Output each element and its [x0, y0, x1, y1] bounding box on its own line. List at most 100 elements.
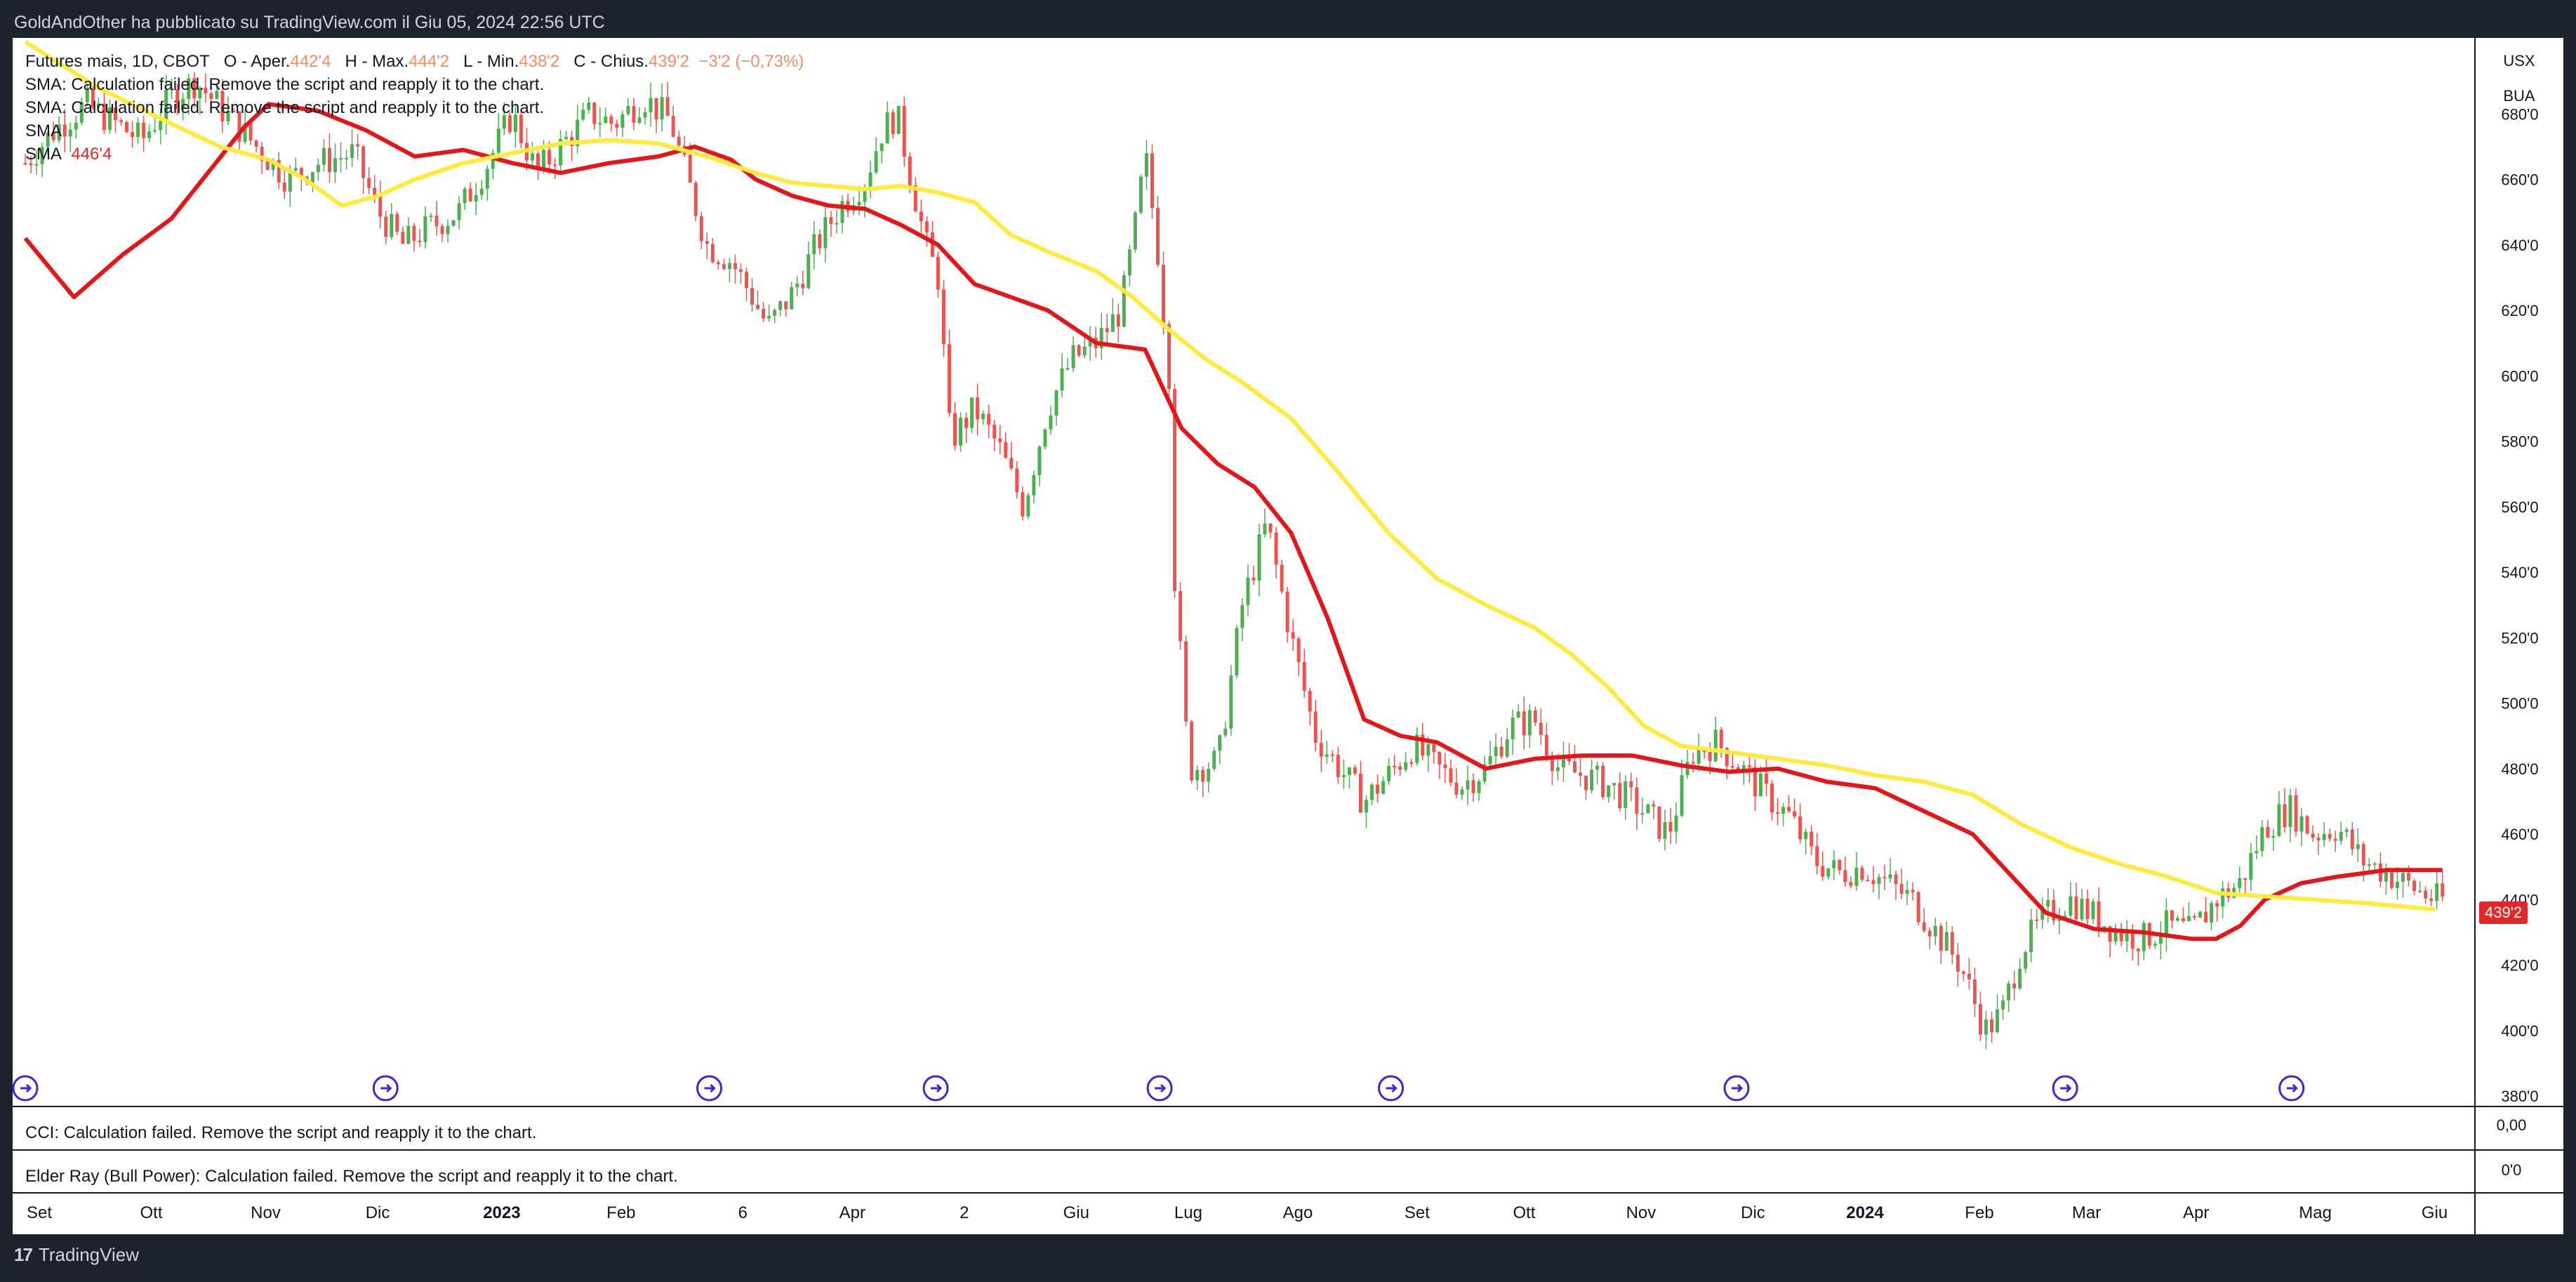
y-tick-label: 640'0: [2501, 237, 2538, 254]
candle-body: [131, 132, 135, 137]
candle-body: [1663, 821, 1667, 839]
candle-body: [1319, 743, 1323, 757]
candle-body: [1302, 661, 1306, 692]
candle-body: [1810, 831, 1814, 847]
candle-body: [293, 168, 298, 171]
candle-body: [468, 188, 472, 201]
candle-body: [896, 106, 901, 134]
cci-pane-label[interactable]: CCI: Calculation failed. Remove the scri…: [25, 1123, 537, 1142]
currency-label[interactable]: USX: [2503, 52, 2535, 70]
candle-body: [1376, 784, 1380, 794]
sma-legend-3[interactable]: SMA: [25, 121, 62, 141]
x-tick-label: Apr: [839, 1203, 865, 1222]
candle-body: [1849, 882, 1853, 886]
candle-body: [2333, 838, 2337, 841]
candle-body: [310, 172, 314, 183]
candle-body: [479, 188, 484, 195]
x-tick-label: Dic: [1741, 1203, 1765, 1222]
candle-body: [1944, 932, 1948, 951]
candle-body: [1590, 769, 1594, 791]
x-tick-label: Feb: [1965, 1203, 1994, 1222]
candle-body: [299, 168, 303, 177]
candle-body: [716, 262, 720, 265]
candle-body: [795, 284, 799, 288]
candle-body: [1753, 767, 1757, 797]
tradingview-logo[interactable]: 17 TradingView: [14, 1244, 139, 1266]
sma-legend-4[interactable]: SMA 446'4: [25, 145, 112, 164]
candle-body: [423, 216, 427, 242]
x-tick-label: 2: [960, 1203, 969, 1222]
candle-body: [1229, 675, 1233, 729]
candle-body: [1421, 734, 1425, 756]
candle-body: [345, 157, 349, 159]
candle-body: [1223, 728, 1228, 736]
candle-body: [1387, 765, 1391, 781]
candle-body: [649, 98, 653, 112]
x-tick-label: Ott: [140, 1203, 163, 1222]
candle-body: [840, 201, 844, 223]
candle-body: [762, 308, 766, 319]
candle-body: [119, 120, 123, 122]
y-tick-label: 480'0: [2501, 760, 2538, 778]
candle-body: [818, 234, 822, 249]
candle-body: [350, 144, 354, 158]
y-tick-label: 420'0: [2501, 957, 2538, 974]
sma-red-line[interactable]: [23, 102, 2443, 941]
elder-ray-pane-label[interactable]: Elder Ray (Bull Power): Calculation fail…: [25, 1167, 678, 1186]
candle-body: [124, 121, 128, 133]
candle-body: [2186, 916, 2191, 922]
candle-body: [1026, 495, 1030, 517]
candle-body: [164, 89, 168, 121]
candle-body: [378, 194, 383, 217]
sma-legend-2[interactable]: SMA: Calculation failed. Remove the scri…: [25, 98, 545, 117]
candle-body: [1584, 775, 1588, 791]
sma-yellow-line[interactable]: [24, 40, 2436, 912]
candle-body: [710, 244, 715, 263]
candle-body: [85, 88, 89, 103]
sma-legend-1[interactable]: SMA: Calculation failed. Remove the scri…: [25, 75, 545, 94]
last-price-tag: 439'2: [2479, 901, 2528, 924]
candle-body: [451, 220, 456, 226]
candle-body: [1184, 641, 1188, 722]
candle-body: [981, 414, 985, 420]
price-chart[interactable]: 680'0660'0640'0620'0600'0580'0560'0540'0…: [13, 38, 2563, 1234]
candle-body: [62, 124, 67, 137]
candle-body: [220, 91, 225, 121]
candle-body: [1894, 874, 1898, 885]
candle-body: [491, 152, 495, 169]
candle-body: [1657, 806, 1661, 839]
candle-body: [1533, 710, 1537, 723]
candle-body: [175, 88, 180, 110]
candle-body: [632, 106, 636, 123]
candle-body: [2384, 872, 2388, 882]
symbol-legend: Futures mais, 1D, CBOT O - Aper.442'4 H …: [25, 52, 804, 72]
candle-body: [1393, 765, 1397, 767]
candle-body: [2367, 864, 2371, 866]
candle-body: [936, 256, 940, 290]
candle-body: [2080, 899, 2084, 920]
candle-body: [1246, 577, 1250, 605]
candle-body: [959, 417, 963, 446]
candle-body: [2074, 896, 2078, 920]
candle-body: [102, 103, 106, 131]
event-arrow-icon: [704, 1083, 716, 1093]
candle-body: [542, 150, 546, 168]
candle-body: [767, 315, 771, 319]
candle-body: [237, 111, 241, 143]
unit-label[interactable]: BUA: [2503, 87, 2535, 105]
candle-body: [384, 216, 388, 237]
open-label: O - Aper.: [223, 52, 291, 71]
event-arrow-icon: [2286, 1083, 2298, 1093]
candle-body: [592, 103, 597, 124]
candle-body: [1635, 787, 1639, 814]
candle-body: [2316, 837, 2321, 840]
candle-body: [1127, 249, 1131, 276]
candle-body: [1116, 314, 1120, 327]
x-tick-label: Set: [1404, 1203, 1430, 1222]
candle-body: [1555, 767, 1560, 772]
candle-body: [1826, 868, 1831, 877]
candle-body: [507, 115, 512, 133]
candle-body: [1138, 176, 1143, 213]
candle-body: [1460, 789, 1464, 795]
candle-body: [2311, 833, 2315, 838]
